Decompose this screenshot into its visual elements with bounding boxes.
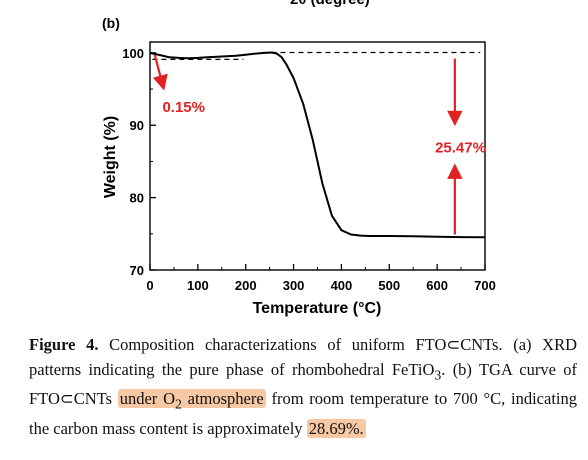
annotation-25-47: 25.47% — [435, 140, 486, 157]
caption-subscript-2: 2 — [174, 396, 182, 412]
highlight-atmosphere: under O2 atmosphere — [117, 389, 266, 412]
caption-text-1: Composition characterizations of uniform… — [29, 335, 577, 379]
x-tick-label: 600 — [426, 278, 448, 293]
plot-area: 0.15% 25.47% — [149, 51, 486, 239]
y-tick-label: 100 — [122, 46, 144, 61]
x-axis-title: Temperature (°C) — [253, 300, 382, 317]
x-tick-label: 700 — [474, 278, 496, 293]
figure-label: Figure 4. — [29, 335, 99, 354]
cutoff-axis-label: 2θ (degree) — [290, 0, 370, 8]
highlight-carbon-content: 28.69%. — [306, 419, 366, 439]
highlight-atmosphere-a: under O — [119, 389, 175, 409]
red-arrow-small — [152, 54, 168, 91]
x-tick-label: 100 — [187, 278, 209, 293]
panel-label: (b) — [102, 15, 120, 31]
x-tick-label: 300 — [283, 278, 305, 293]
caption-subscript-3: 3 — [434, 366, 442, 382]
figure-caption: Figure 4. Composition characterizations … — [29, 333, 577, 442]
tga-chart: (b) 0 100 200 300 400 500 600 700 70 80 90 100 0.15… — [102, 15, 496, 317]
highlight-atmosphere-b: atmosphere — [181, 389, 264, 409]
y-tick-label: 70 — [130, 263, 144, 278]
x-tick-label: 400 — [331, 278, 353, 293]
tga-curve-0 — [149, 51, 486, 239]
caption-text-3: from room temperature to 700 °C, indicat… — [29, 389, 577, 439]
x-tick-label: 200 — [235, 278, 257, 293]
axis-ticks: 0 100 200 300 400 500 600 700 70 80 90 100 — [122, 46, 496, 293]
y-tick-label: 90 — [130, 118, 144, 133]
x-tick-label: 0 — [146, 278, 153, 293]
y-axis-title: Weight (%) — [102, 116, 119, 198]
annotation-0-15: 0.15% — [162, 99, 205, 116]
y-tick-label: 80 — [130, 191, 144, 206]
x-tick-label: 500 — [378, 278, 400, 293]
caption-text-2: . (b) TGA curve of FTO⊂CNTs — [29, 359, 577, 409]
